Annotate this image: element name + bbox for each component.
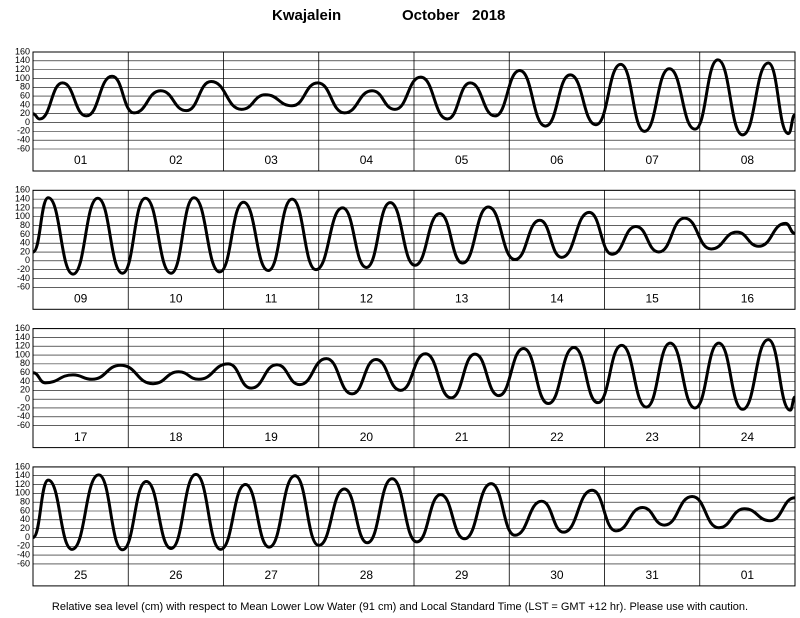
y-tick-label: -60 (17, 420, 30, 430)
y-tick-label: 100 (15, 211, 30, 221)
day-label: 23 (645, 430, 659, 444)
y-tick-label: 160 (15, 185, 30, 195)
panel-frame (32, 189, 796, 310)
day-label: 15 (645, 291, 659, 305)
y-tick-label: 160 (15, 461, 30, 471)
day-label: 09 (74, 291, 88, 305)
day-label: 30 (550, 568, 564, 582)
y-tick-label: 20 (20, 108, 30, 118)
y-tick-label: 0 (25, 255, 30, 265)
y-tick-label: 160 (15, 46, 30, 56)
y-tick-label: -20 (17, 541, 30, 551)
day-label: 01 (74, 153, 88, 167)
y-tick-label: -20 (17, 126, 30, 136)
day-label: 28 (360, 568, 374, 582)
y-tick-label: -60 (17, 282, 30, 292)
day-label: 25 (74, 568, 88, 582)
y-tick-label: -40 (17, 135, 30, 145)
y-tick-label: 80 (20, 220, 30, 230)
day-label: 17 (74, 430, 88, 444)
day-label: 14 (550, 291, 564, 305)
day-label: 20 (360, 430, 374, 444)
day-label: 26 (169, 568, 183, 582)
tide-curve (32, 58, 796, 137)
y-tick-label: 60 (20, 367, 30, 377)
y-tick-label: 40 (20, 99, 30, 109)
y-tick-label: 20 (20, 385, 30, 395)
day-label: 01 (741, 568, 755, 582)
day-label: 06 (550, 153, 564, 167)
day-label: 10 (169, 291, 183, 305)
day-label: 03 (264, 153, 278, 167)
y-tick-label: 40 (20, 376, 30, 386)
day-label: 02 (169, 153, 183, 167)
y-tick-label: 140 (15, 193, 30, 203)
y-tick-label: 80 (20, 358, 30, 368)
y-tick-label: 60 (20, 90, 30, 100)
y-tick-label: 120 (15, 202, 30, 212)
y-tick-label: 120 (15, 64, 30, 74)
y-tick-label: 100 (15, 349, 30, 359)
day-label: 08 (741, 153, 755, 167)
y-tick-label: 120 (15, 479, 30, 489)
tide-curve (31, 472, 796, 552)
panel-frame (32, 328, 796, 449)
y-tick-label: 140 (15, 470, 30, 480)
day-label: 13 (455, 291, 469, 305)
y-tick-label: -20 (17, 264, 30, 274)
y-tick-label: 100 (15, 73, 30, 83)
y-tick-label: -40 (17, 411, 30, 421)
day-label: 22 (550, 430, 564, 444)
y-tick-label: 80 (20, 497, 30, 507)
day-label: 29 (455, 568, 469, 582)
day-label: 12 (360, 291, 374, 305)
y-tick-label: 160 (15, 323, 30, 333)
day-label: 27 (264, 568, 278, 582)
y-tick-label: 60 (20, 505, 30, 515)
y-tick-label: 40 (20, 514, 30, 524)
tide-curve (32, 338, 796, 412)
tide-curve (31, 196, 796, 276)
y-tick-label: 140 (15, 332, 30, 342)
day-label: 21 (455, 430, 469, 444)
y-tick-label: -40 (17, 549, 30, 559)
y-tick-label: 0 (25, 394, 30, 404)
y-tick-label: 20 (20, 246, 30, 256)
y-tick-label: -60 (17, 558, 30, 568)
y-tick-label: -40 (17, 273, 30, 283)
y-tick-label: 120 (15, 341, 30, 351)
title-location: Kwajalein (272, 7, 341, 24)
panel-frame (32, 466, 796, 587)
y-tick-label: 0 (25, 117, 30, 127)
y-tick-label: 100 (15, 488, 30, 498)
day-label: 11 (265, 291, 278, 305)
y-tick-label: -60 (17, 143, 30, 153)
y-tick-label: 140 (15, 55, 30, 65)
day-label: 05 (455, 153, 469, 167)
day-label: 07 (645, 153, 659, 167)
y-tick-label: 20 (20, 523, 30, 533)
day-label: 19 (264, 430, 278, 444)
day-label: 24 (741, 430, 755, 444)
y-tick-label: 60 (20, 229, 30, 239)
y-tick-label: 80 (20, 82, 30, 92)
title-period: October 2018 (402, 7, 505, 24)
panel-frame (32, 51, 796, 172)
day-label: 16 (741, 291, 755, 305)
day-label: 04 (360, 153, 374, 167)
day-label: 18 (169, 430, 183, 444)
footnote: Relative sea level (cm) with respect to … (52, 601, 748, 613)
y-tick-label: 0 (25, 532, 30, 542)
day-label: 31 (645, 568, 659, 582)
y-tick-label: 40 (20, 238, 30, 248)
y-tick-label: -20 (17, 402, 30, 412)
